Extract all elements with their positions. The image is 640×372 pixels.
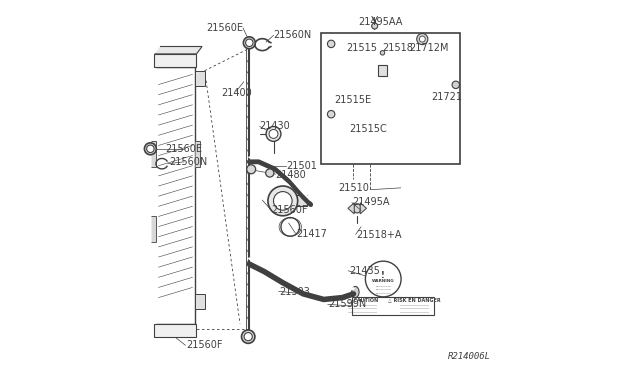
Text: 21503: 21503 [279,287,310,297]
Text: ——————————: —————————— [348,307,378,311]
Circle shape [380,51,385,55]
Text: △ RISK EN DANGER: △ RISK EN DANGER [388,298,441,303]
Bar [195,71,205,86]
Text: 21400: 21400 [221,88,252,98]
Circle shape [372,23,378,29]
Bar [154,324,196,337]
Polygon shape [411,42,458,48]
Text: R214006L: R214006L [448,352,491,361]
Text: 21518: 21518 [381,44,413,53]
Text: 21721: 21721 [431,92,463,102]
Polygon shape [452,42,458,153]
Polygon shape [154,46,202,54]
Text: 21518+A: 21518+A [356,230,402,240]
Circle shape [246,165,255,174]
Text: △ CAUTION: △ CAUTION [348,298,378,303]
Circle shape [419,36,425,42]
Bar [321,33,460,164]
Text: !: ! [381,271,385,280]
Circle shape [241,330,255,343]
Polygon shape [417,106,447,145]
Circle shape [147,145,154,153]
Circle shape [145,143,156,155]
Polygon shape [348,203,354,214]
Bar [353,297,434,315]
Text: 21510: 21510 [338,183,369,193]
Circle shape [266,126,281,141]
Text: 21560N: 21560N [273,31,312,40]
Text: ——————————: —————————— [348,303,378,307]
Text: 21430: 21430 [260,122,291,131]
Text: 21515: 21515 [346,44,377,53]
Text: ——————————: —————————— [399,310,429,314]
Text: 21515E: 21515E [334,96,371,105]
Bar [296,195,307,206]
Circle shape [243,37,255,49]
Circle shape [266,169,274,177]
Text: 21495AA: 21495AA [358,17,403,27]
Polygon shape [411,48,452,153]
Text: 21560F: 21560F [186,340,223,350]
Polygon shape [195,141,200,167]
Ellipse shape [353,203,361,213]
Text: 21599N: 21599N [328,299,367,309]
Circle shape [328,110,335,118]
Polygon shape [151,141,156,167]
Text: _________: _________ [376,287,391,291]
Text: _________: _________ [376,283,391,287]
Text: _________: _________ [376,291,391,294]
Text: 21560E: 21560E [166,144,203,154]
Circle shape [268,186,298,216]
Text: ——————————: —————————— [399,307,429,311]
Bar [154,54,196,67]
Text: 21480: 21480 [275,170,306,180]
Circle shape [273,192,292,210]
Text: 21560E: 21560E [207,23,244,33]
Circle shape [269,129,278,138]
Circle shape [452,81,460,89]
Text: ——————————: —————————— [399,303,429,307]
Text: 21501: 21501 [287,161,317,170]
Polygon shape [151,216,156,242]
Text: 21435: 21435 [349,266,380,276]
Circle shape [246,39,253,46]
Circle shape [417,33,428,45]
Text: 21417: 21417 [296,230,326,239]
Ellipse shape [351,286,359,298]
Text: WARNING: WARNING [372,279,394,283]
Circle shape [365,261,401,297]
Text: 21495A: 21495A [353,197,390,206]
Text: 21712M: 21712M [410,44,449,53]
Circle shape [328,40,335,48]
Circle shape [244,333,252,341]
Text: ——————————: —————————— [348,310,378,314]
Text: 21515C: 21515C [349,124,387,134]
Bar [195,294,205,309]
Bar [378,65,387,76]
Text: 21560N: 21560N [170,157,207,167]
Text: 21560F: 21560F [271,205,308,215]
Polygon shape [360,203,367,214]
